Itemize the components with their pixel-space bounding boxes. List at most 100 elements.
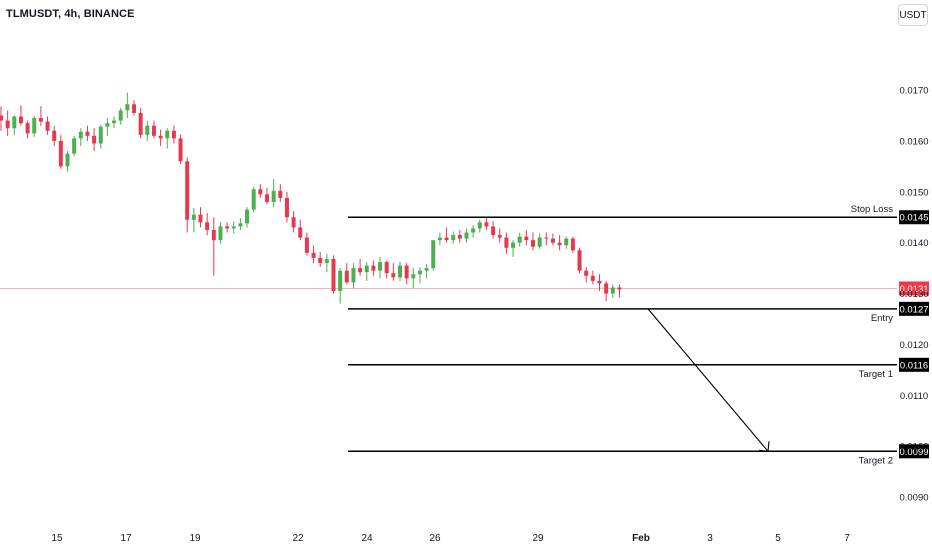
candle [610, 284, 615, 298]
target-2-tag-text: 0.0099 [899, 447, 928, 458]
candle [278, 184, 283, 202]
candle [271, 179, 276, 208]
candle [258, 184, 263, 198]
candle [52, 125, 57, 147]
candle-body [304, 237, 309, 253]
candle [12, 115, 17, 135]
y-tick-label: 0.0160 [899, 136, 928, 147]
candle [597, 274, 602, 292]
x-tick-label: 26 [429, 533, 441, 544]
candle-body [604, 283, 609, 294]
candle-body [557, 242, 562, 246]
candle-body [497, 235, 502, 238]
currency-button[interactable]: USDT [898, 4, 928, 26]
candle-body [411, 274, 416, 279]
stop-loss-tag-bg [899, 210, 929, 225]
candle [38, 106, 43, 126]
candle [5, 110, 10, 136]
candle-body [617, 287, 622, 290]
candle-body [544, 237, 549, 239]
candle-body [484, 222, 489, 227]
candle-body [238, 223, 243, 227]
candle-body [151, 125, 156, 136]
entry-label: Entry [871, 313, 893, 324]
candle-body [431, 240, 436, 269]
candle [125, 92, 130, 119]
candle [344, 263, 349, 285]
candle-body [225, 226, 230, 229]
candle [617, 284, 622, 298]
candle-body [437, 237, 442, 241]
target-1-tag-text: 0.0116 [900, 360, 928, 371]
candle [112, 116, 117, 129]
target-1-price-tag: 0.0116 [899, 357, 929, 372]
candle [318, 251, 323, 268]
candle-body [105, 123, 110, 127]
stop-loss-tag-text: 0.0145 [899, 213, 928, 224]
candle-body [278, 190, 283, 198]
y-tick-label: 0.0170 [899, 86, 928, 97]
candle-body [171, 130, 176, 139]
candle [371, 260, 376, 276]
candle [265, 187, 269, 205]
candle [584, 267, 589, 283]
candle [191, 208, 196, 233]
candle-body [564, 238, 569, 246]
x-tick-label: 17 [120, 533, 132, 544]
candle [564, 236, 569, 249]
candle-body [198, 214, 203, 223]
target-2-tag-bg [899, 444, 929, 459]
candle [398, 262, 402, 281]
candle-body [118, 110, 123, 121]
candle-body [358, 268, 363, 273]
candle [484, 217, 489, 230]
y-tick-label: 0.0140 [899, 238, 928, 249]
candle-body [185, 161, 190, 220]
candle [570, 236, 575, 253]
candle-body [324, 258, 329, 264]
candle [211, 217, 216, 276]
candle [517, 232, 522, 247]
candle-body [258, 189, 263, 195]
x-tick-label: Feb [632, 533, 650, 544]
candle-body [138, 112, 143, 135]
candle-body [38, 118, 43, 122]
candle-body [45, 121, 50, 131]
candle [218, 222, 223, 244]
target-2-price-tag: 0.0099 [899, 444, 929, 459]
stop-loss-price-tag: 0.0145 [899, 210, 929, 225]
candle-body [344, 270, 349, 283]
candle-body [245, 209, 250, 224]
candle-body [444, 237, 449, 241]
candle-body [72, 138, 77, 154]
candle [437, 232, 442, 246]
current-price-tag: 0.0131 [899, 281, 929, 296]
candle [451, 231, 456, 244]
candle [72, 135, 77, 157]
candle-body [318, 257, 323, 264]
y-tick-label: 0.0110 [900, 391, 928, 402]
candle [577, 247, 582, 274]
x-tick-label: 24 [361, 533, 373, 544]
candle-body [271, 190, 276, 202]
candle-body [92, 135, 97, 144]
y-tick-label: 0.0120 [899, 340, 928, 351]
candle [58, 134, 63, 169]
candle-body [211, 229, 216, 241]
candle-body [265, 194, 269, 202]
y-tick-label: 0.0100 [899, 442, 928, 453]
candle-body [284, 197, 289, 218]
candle [118, 107, 123, 125]
candle-body [597, 280, 602, 284]
candle [98, 124, 103, 149]
candle [185, 157, 190, 233]
x-tick-label: 15 [51, 533, 63, 544]
candle-body [331, 258, 336, 292]
candle-body [590, 275, 595, 281]
candle-body [5, 120, 10, 129]
candle [550, 233, 555, 246]
candle [132, 100, 136, 116]
candle-body [98, 126, 103, 144]
